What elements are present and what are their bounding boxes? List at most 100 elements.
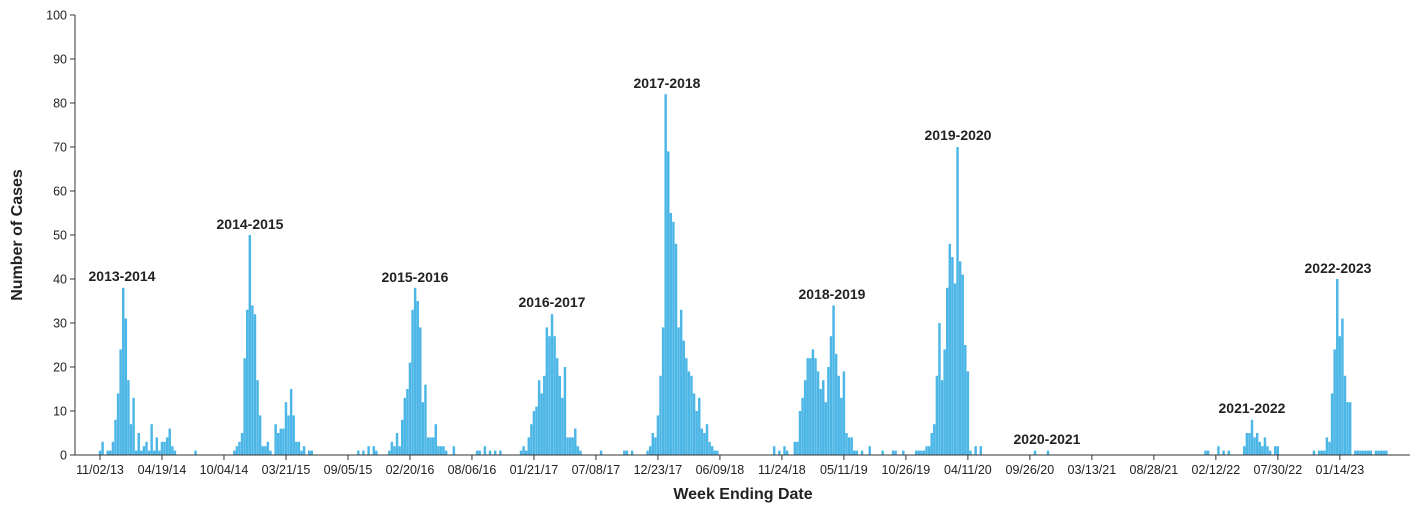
- bar: [238, 441, 241, 455]
- bar: [302, 446, 306, 455]
- bar: [1385, 450, 1388, 455]
- season-label: 2013-2014: [89, 268, 156, 284]
- bar: [375, 450, 378, 455]
- bar: [258, 415, 262, 455]
- bar: [279, 428, 283, 455]
- bar: [803, 380, 807, 455]
- bar: [713, 450, 716, 455]
- bar: [300, 450, 303, 455]
- x-tick-label: 04/19/14: [138, 463, 187, 477]
- bar: [413, 287, 417, 455]
- bar: [532, 411, 536, 455]
- bar: [543, 375, 546, 455]
- bar: [545, 327, 549, 455]
- bar: [233, 450, 236, 455]
- bar: [1382, 450, 1385, 455]
- bar: [129, 424, 133, 455]
- bar: [116, 393, 120, 455]
- bar: [145, 441, 148, 455]
- bar: [158, 450, 161, 455]
- bar: [837, 375, 840, 455]
- bar: [1341, 318, 1344, 455]
- bar: [527, 437, 531, 455]
- bar: [798, 411, 802, 455]
- bar: [1325, 437, 1329, 455]
- season-label: 2015-2016: [382, 269, 449, 285]
- bar: [357, 450, 360, 455]
- bar: [845, 433, 848, 455]
- bar: [685, 358, 688, 455]
- bar: [648, 446, 652, 455]
- bar: [1374, 450, 1378, 455]
- bar: [297, 441, 301, 455]
- bar: [1217, 446, 1220, 455]
- bar: [1343, 375, 1347, 455]
- bar: [388, 450, 391, 455]
- y-tick-label: 60: [53, 185, 67, 199]
- bar: [1261, 446, 1264, 455]
- season-label: 2020-2021: [1014, 431, 1081, 447]
- season-label: 2022-2023: [1305, 260, 1372, 276]
- bar: [677, 327, 680, 455]
- season-label: 2016-2017: [519, 294, 586, 310]
- bar: [930, 433, 933, 455]
- bar: [1204, 450, 1207, 455]
- bar: [868, 446, 871, 455]
- bar: [654, 437, 657, 455]
- bar: [393, 446, 396, 455]
- bar: [406, 389, 409, 455]
- x-tick-label: 07/08/17: [572, 463, 621, 477]
- bar: [966, 371, 970, 455]
- bar: [1248, 433, 1251, 455]
- bar: [561, 397, 564, 455]
- bar: [1268, 450, 1272, 455]
- bar: [917, 450, 921, 455]
- bar: [698, 397, 701, 455]
- bar: [915, 450, 918, 455]
- bar: [522, 446, 525, 455]
- bar: [367, 446, 370, 455]
- bar: [235, 446, 239, 455]
- bar: [979, 446, 983, 455]
- bar: [824, 402, 828, 455]
- bar: [1258, 441, 1261, 455]
- bar: [630, 450, 634, 455]
- bar: [426, 437, 430, 455]
- bar: [811, 349, 815, 455]
- bar: [925, 446, 928, 455]
- y-tick-label: 80: [53, 97, 67, 111]
- y-tick-label: 40: [53, 273, 67, 287]
- bar: [1243, 446, 1246, 455]
- y-tick-label: 90: [53, 53, 67, 67]
- bar: [530, 424, 533, 455]
- bar: [1312, 450, 1316, 455]
- season-label: 2014-2015: [217, 216, 284, 232]
- bar: [974, 446, 977, 455]
- bar: [651, 433, 654, 455]
- bar: [1250, 419, 1254, 455]
- bar: [119, 349, 122, 455]
- bar: [400, 419, 404, 455]
- bar: [1255, 433, 1259, 455]
- x-tick-label: 06/09/18: [696, 463, 745, 477]
- bar: [555, 358, 559, 455]
- bar: [295, 441, 298, 455]
- bar: [834, 353, 838, 455]
- x-tick-label: 03/13/21: [1068, 463, 1117, 477]
- bar: [101, 441, 104, 455]
- bar: [171, 446, 174, 455]
- bar: [439, 446, 443, 455]
- bar: [142, 446, 146, 455]
- bar: [964, 345, 967, 455]
- x-tick-label: 11/02/13: [76, 463, 124, 477]
- bar: [814, 358, 817, 455]
- bar: [1033, 450, 1037, 455]
- bar: [1333, 349, 1336, 455]
- bar: [132, 397, 135, 455]
- bar: [819, 389, 822, 455]
- bar: [452, 446, 456, 455]
- bar: [1359, 450, 1362, 455]
- bar: [550, 314, 554, 455]
- bar: [938, 323, 941, 455]
